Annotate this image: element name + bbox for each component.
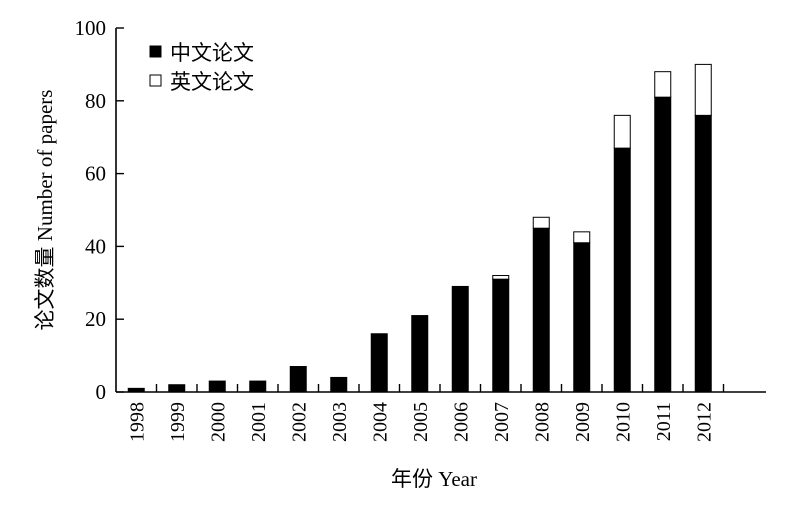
bar-segment-chinese: [451, 285, 469, 393]
x-tick-label: 2001: [248, 402, 270, 442]
bar-segment-chinese: [573, 242, 591, 393]
bar-segment-chinese: [330, 376, 348, 393]
x-tick-label: 2009: [572, 402, 594, 442]
bar-segment-chinese: [289, 366, 307, 393]
bar-segment-chinese: [127, 387, 145, 393]
bar-segment-chinese: [492, 278, 510, 393]
y-tick-label: 100: [75, 16, 107, 40]
bar-segment-chinese: [208, 380, 226, 393]
x-tick-label: 2004: [369, 402, 391, 442]
x-tick-label: 2007: [491, 402, 513, 442]
y-axis-title: 论文数量 Number of papers: [33, 90, 57, 331]
bar-segment-english: [532, 216, 550, 229]
legend-swatch-english: [149, 74, 162, 87]
y-tick-label: 80: [85, 89, 106, 113]
x-tick-label: 1999: [167, 402, 189, 442]
x-tick-label: 2006: [450, 402, 472, 442]
bar-segment-chinese: [654, 96, 672, 393]
bar-segment-chinese: [532, 227, 550, 393]
bar-segment-english: [694, 63, 712, 116]
x-tick-label: 1998: [126, 402, 148, 442]
x-tick-label: 2003: [329, 402, 351, 442]
x-tick-label: 2005: [410, 402, 432, 442]
x-ticks: 1998 1999 2000 2001 2002 2003 2004 2005 2006 2007…: [126, 384, 725, 442]
y-tick-label: 60: [85, 162, 106, 186]
bar-segment-chinese: [694, 114, 712, 393]
y-tick-label: 40: [85, 234, 106, 258]
legend-swatch-chinese: [149, 45, 162, 58]
legend-label-english: 英文论文: [170, 70, 254, 94]
bar-segment-chinese: [249, 380, 267, 393]
bar-segment-english: [573, 231, 591, 244]
x-tick-label: 2002: [288, 402, 310, 442]
y-tick-label: 20: [85, 307, 106, 331]
x-tick-label: 2008: [531, 402, 553, 442]
bar-segment-english: [654, 71, 672, 98]
y-ticks: 0 20 40 60 80 100: [75, 16, 124, 404]
bar-segment-chinese: [613, 147, 631, 393]
legend: 中文论文 英文论文: [149, 41, 254, 94]
bar-segment-chinese: [168, 384, 186, 393]
legend-label-chinese: 中文论文: [170, 41, 254, 65]
bar-segment-chinese: [370, 333, 388, 393]
bars: [127, 63, 712, 393]
bar-segment-english: [492, 275, 510, 280]
x-tick-label: 2000: [207, 402, 229, 442]
bar-segment-english: [613, 114, 631, 149]
x-tick-label: 2012: [693, 402, 715, 442]
x-tick-label: 2011: [653, 402, 675, 441]
x-tick-label: 2010: [612, 402, 634, 442]
x-axis-title: 年份 Year: [391, 467, 477, 491]
y-tick-label: 0: [96, 380, 107, 404]
bar-segment-chinese: [411, 315, 429, 393]
